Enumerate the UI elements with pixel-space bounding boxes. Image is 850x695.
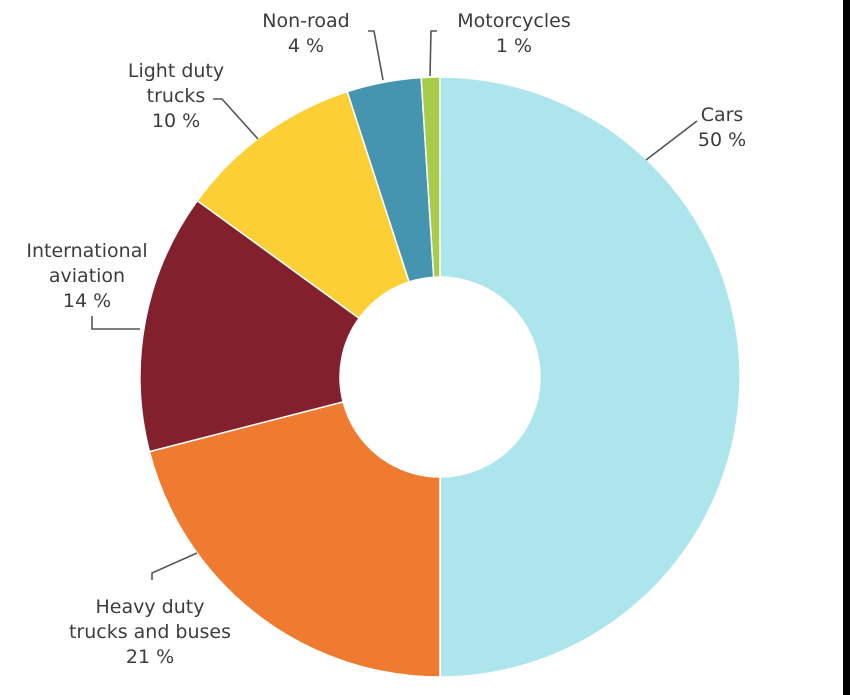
slice-cars (439, 76, 741, 678)
slice-international-aviation (139, 199, 361, 453)
slice-value-label: 4 % (288, 35, 324, 57)
slice-value-label: 1 % (496, 35, 532, 57)
slice-label-international-aviation: International aviation 14 % (26, 240, 147, 312)
slice-value-label: 21 % (126, 646, 174, 668)
leader-line-cars (645, 120, 698, 161)
slice-name-line: International (26, 240, 147, 262)
slice-label-motorcycles: Motorcycles 1 % (457, 10, 571, 57)
slice-name-line: aviation (49, 265, 125, 287)
slice-motorcycles (420, 76, 441, 278)
slice-label-non-road: Non-road 4 % (262, 10, 349, 57)
leader-line-non-road (368, 30, 384, 81)
slice-label-light-duty-trucks: Light duty trucks 10 % (128, 60, 224, 132)
slice-name-line: trucks (147, 85, 206, 107)
leader-line-international-aviation (91, 316, 140, 330)
leader-line-light-duty-trucks (213, 98, 259, 140)
slice-name-line: Motorcycles (457, 10, 571, 32)
labels-layer: Cars 50 % Heavy duty trucks and buses 21 % In… (26, 10, 746, 668)
slice-value-label: 14 % (63, 290, 111, 312)
slice-name-line: trucks and buses (69, 621, 231, 643)
slice-label-heavy-duty-trucks-and-buses: Heavy duty trucks and buses 21 % (69, 596, 231, 668)
slice-name-line: Cars (701, 104, 744, 126)
slice-light-duty-trucks (196, 90, 411, 320)
slice-value-label: 50 % (698, 129, 746, 151)
slice-label-cars: Cars 50 % (698, 104, 746, 151)
leader-line-heavy-duty-trucks-and-buses (151, 552, 198, 580)
slice-name-line: Light duty (128, 60, 224, 82)
leader-line-motorcycles (429, 30, 437, 77)
slice-heavy-duty-trucks-and-buses (148, 400, 441, 678)
slice-name-line: Heavy duty (96, 596, 205, 618)
slice-name-line: Non-road (262, 10, 349, 32)
slices-layer (139, 76, 741, 678)
slice-value-label: 10 % (152, 110, 200, 132)
leader-lines-layer (91, 30, 698, 580)
